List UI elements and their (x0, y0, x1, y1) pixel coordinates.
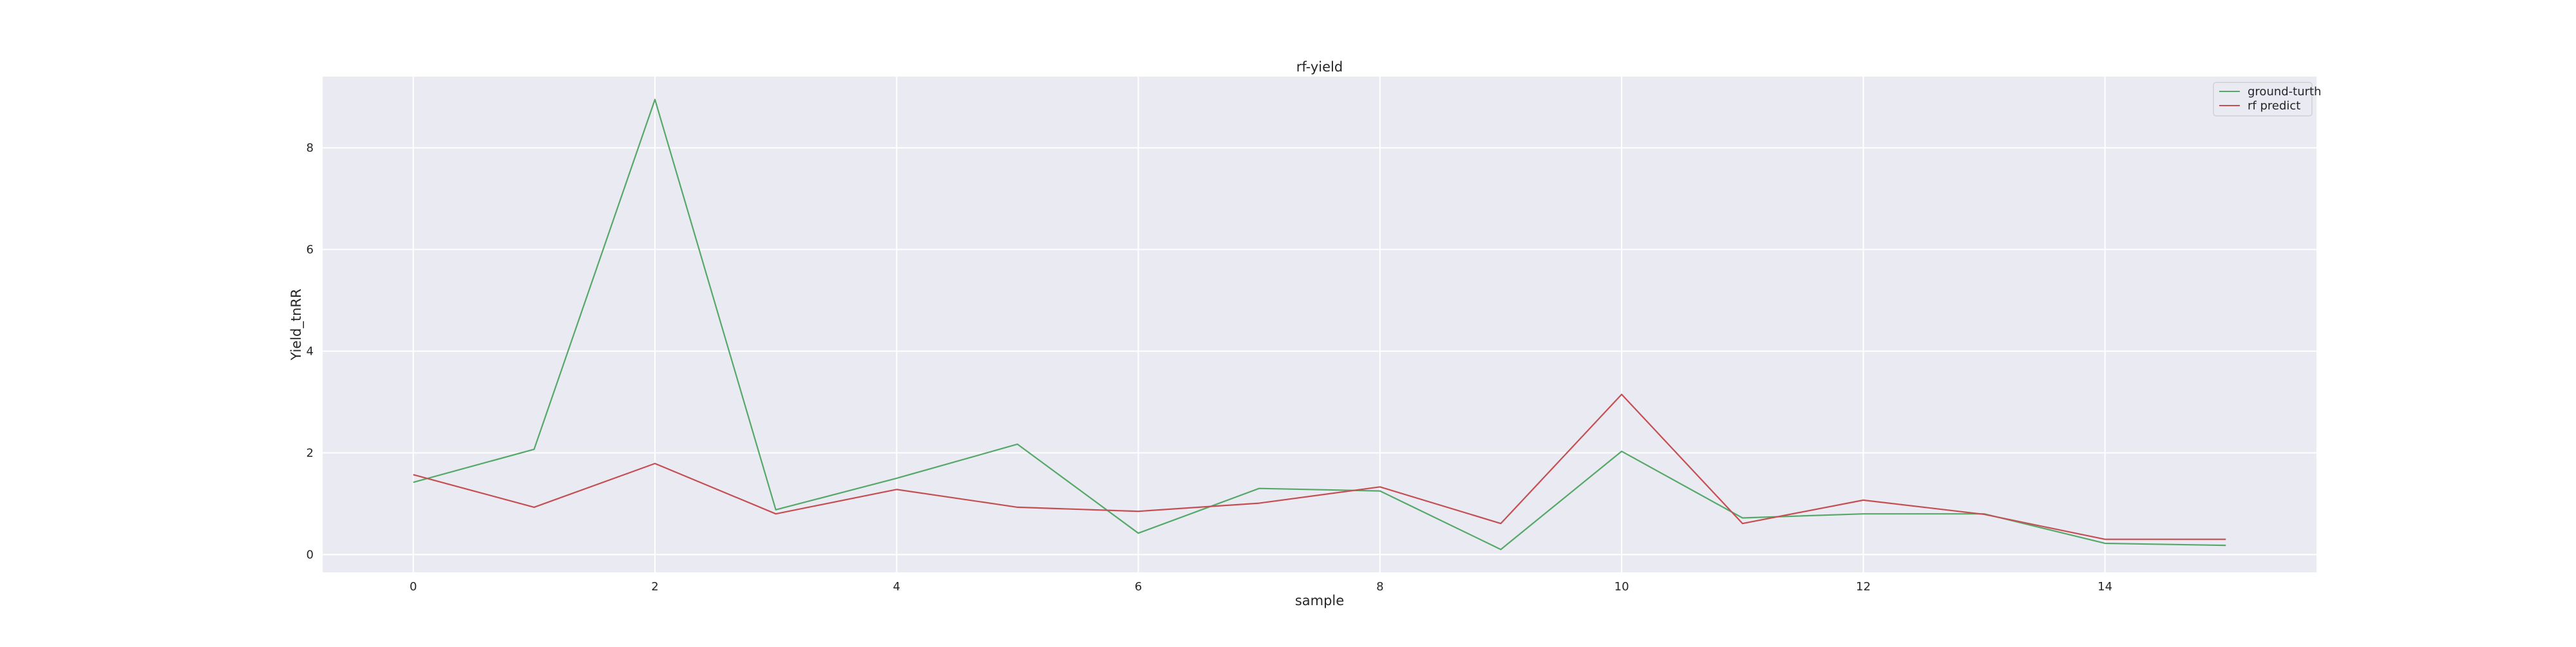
x-tick-label-14: 14 (2098, 580, 2112, 594)
x-tick-label-12: 12 (1856, 580, 1871, 594)
y-tick-label-4: 4 (307, 344, 314, 358)
x-tick-label-2: 2 (651, 580, 658, 594)
legend-label-rf-predict: rf predict (2248, 99, 2300, 113)
grid-lines (323, 77, 2316, 572)
y-tick-label-2: 2 (307, 446, 314, 460)
chart-title: rf-yield (1296, 59, 1343, 75)
series-line-rf-predict (413, 393, 2226, 540)
y-tick-label-6: 6 (307, 243, 314, 257)
series-lines (413, 98, 2226, 550)
y-axis-label: Yield_tnRR (289, 288, 305, 361)
x-tick-label-10: 10 (1615, 580, 1629, 594)
x-tick-label-0: 0 (410, 580, 417, 594)
tick-labels: 0 2 4 6 8 10 12 14 0 2 4 6 8 (307, 142, 2113, 594)
y-tick-label-8: 8 (307, 142, 314, 155)
x-axis-label: sample (1295, 593, 1344, 608)
legend-label-ground-truth: ground-turth (2248, 85, 2322, 98)
series-line-ground-turth (413, 98, 2226, 550)
x-tick-label-6: 6 (1135, 580, 1142, 594)
x-tick-label-4: 4 (893, 580, 900, 594)
x-tick-label-8: 8 (1376, 580, 1383, 594)
legend: ground-turth rf predict (2213, 82, 2322, 117)
plot-background (323, 77, 2316, 572)
y-tick-label-0: 0 (307, 548, 314, 561)
